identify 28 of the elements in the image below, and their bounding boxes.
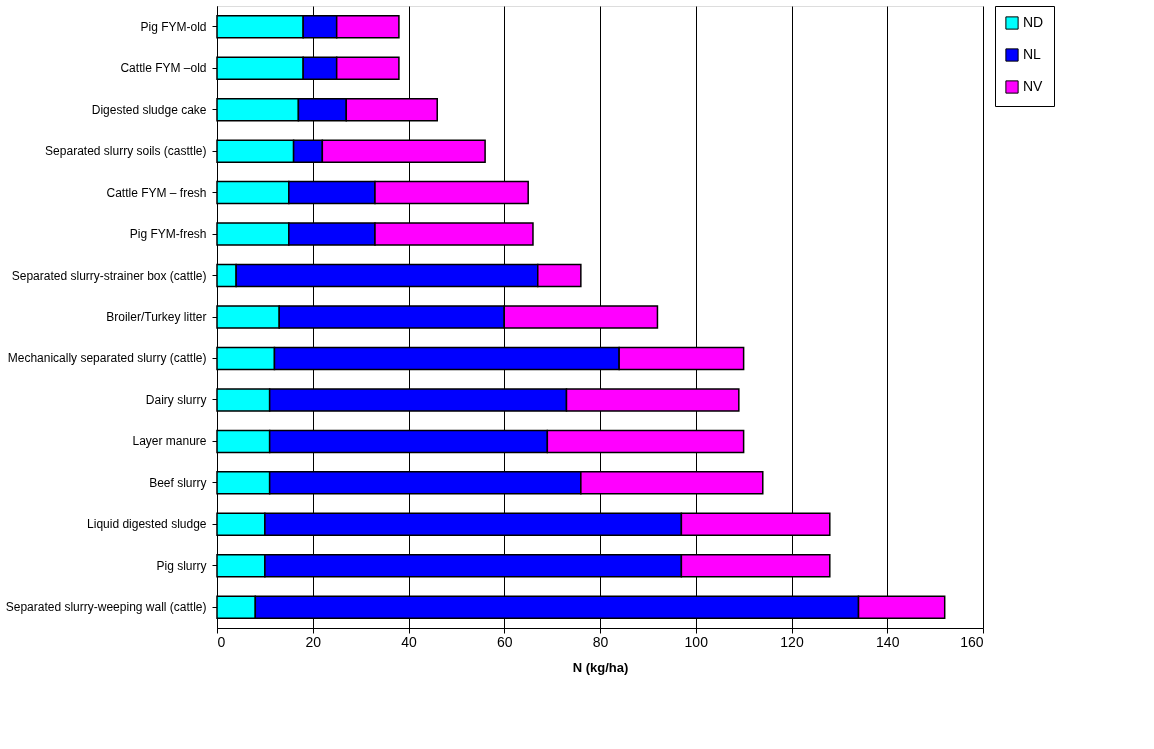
x-tick-label: 120: [780, 633, 804, 650]
x-tick-label: 0: [217, 633, 226, 650]
x-tick-label: 80: [592, 633, 609, 650]
y-tick-label: Separated slurry-weeping wall (cattle): [5, 600, 207, 615]
x-tick-label: 40: [401, 633, 417, 650]
y-tick-label: Separated slurry soils (casttle): [45, 144, 207, 159]
y-tick-label: Cattle FYM – fresh: [106, 185, 207, 200]
x-tick-label: 100: [684, 633, 709, 650]
x-tick-label: 60: [496, 633, 513, 650]
y-tick-label: Liquid digested sludge: [87, 517, 207, 532]
y-tick-label: Dairy slurry: [145, 392, 207, 407]
x-tick-label: 140: [876, 633, 900, 650]
y-tick-label: Digested sludge cake: [91, 102, 207, 117]
y-tick-label: Pig FYM-fresh: [129, 227, 207, 242]
y-tick-label: Pig slurry: [156, 558, 207, 573]
y-tick-label: Separated slurry-strainer box (cattle): [11, 268, 207, 283]
y-tick-label: Cattle FYM –old: [120, 61, 207, 76]
legend-label: NV: [1023, 78, 1044, 94]
x-tick-label: 20: [305, 633, 322, 650]
y-tick-label: Beef slurry: [149, 475, 207, 490]
y-tick-label: Pig FYM-old: [140, 19, 207, 34]
legend-label: NL: [1023, 46, 1042, 62]
x-axis-title: N (kg/ha): [572, 659, 629, 675]
y-tick-label: Broiler/Turkey litter: [106, 310, 207, 324]
x-tick-label: 160: [960, 633, 984, 650]
y-tick-label: Mechanically separated slurry (cattle): [7, 351, 207, 366]
legend-label: ND: [1023, 14, 1044, 30]
y-tick-label: Layer manure: [132, 434, 207, 449]
